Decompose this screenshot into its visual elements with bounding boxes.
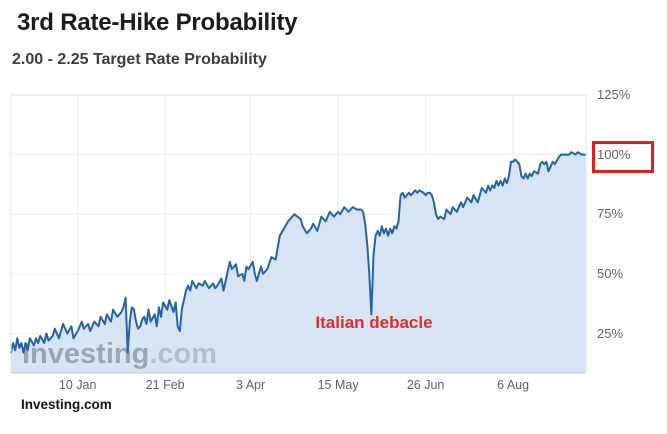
italian-debacle-annotation: Italian debacle <box>315 313 433 332</box>
chart-subtitle: 2.00 - 2.25 Target Rate Probability <box>12 51 267 68</box>
watermark-brand: Investing <box>22 338 149 370</box>
y-axis-label-100: 100% <box>597 146 631 162</box>
watermark-domain: .com <box>149 338 217 370</box>
investing-watermark: Investing.com <box>22 338 217 370</box>
y-axis-label-125: 125% <box>597 87 631 102</box>
x-axis-label-10-jan: 10 Jan <box>58 378 97 392</box>
source-attribution: Investing.com <box>21 397 112 412</box>
page-title: 3rd Rate-Hike Probability <box>17 9 298 36</box>
x-axis-label-6-aug: 6 Aug <box>497 378 530 392</box>
x-axis-label-15-may: 15 May <box>317 378 359 392</box>
x-axis-label-3-apr: 3 Apr <box>235 378 266 392</box>
x-axis-label-21-feb: 21 Feb <box>145 378 185 392</box>
x-axis-label-26-jun: 26 Jun <box>406 378 445 392</box>
y-axis-label-75: 75% <box>597 206 624 222</box>
probability-line <box>10 151 587 354</box>
y-axis-label-25: 25% <box>597 325 624 341</box>
y-axis-label-50: 50% <box>597 265 624 281</box>
